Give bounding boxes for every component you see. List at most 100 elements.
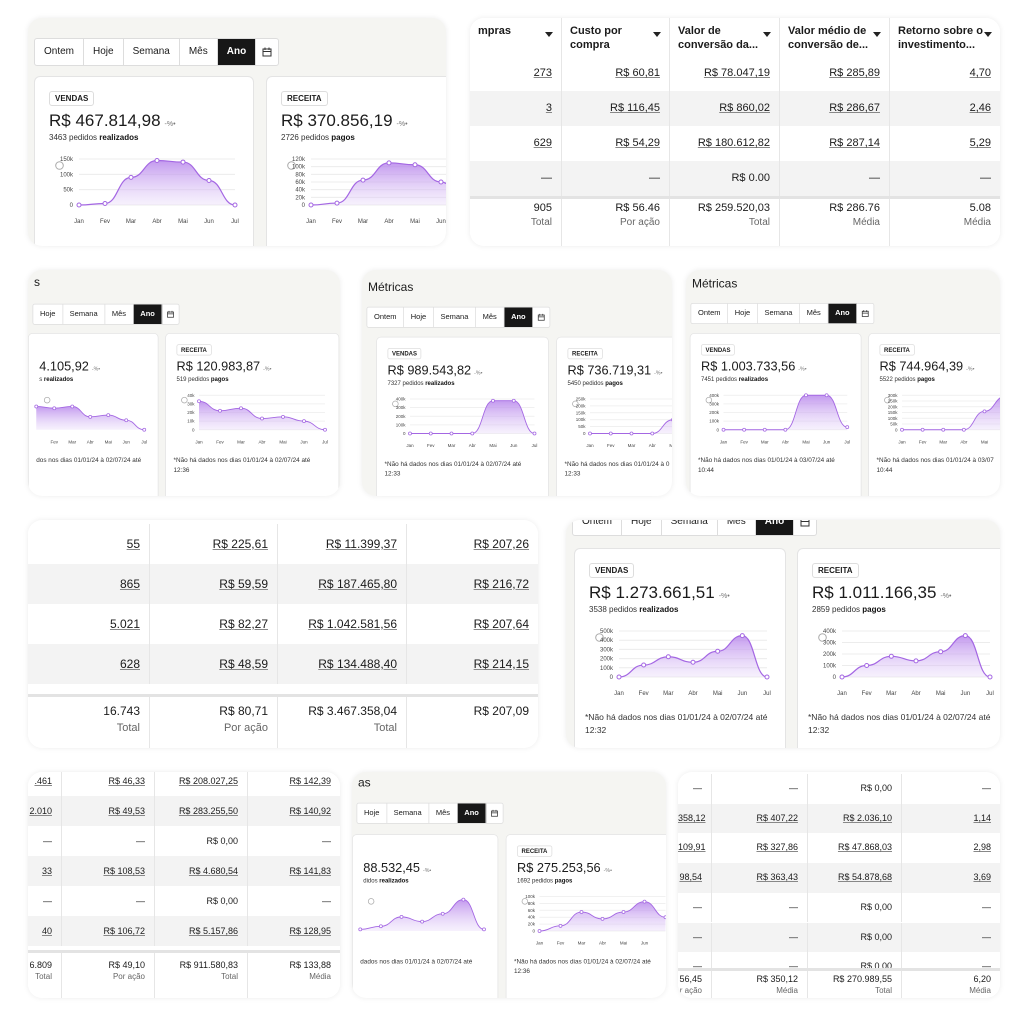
period-button[interactable]: Mês	[105, 304, 134, 324]
orders-status: pagos	[210, 375, 229, 383]
table-cell: R$ 180.612,82	[670, 126, 780, 161]
table-cell: 3	[470, 91, 562, 126]
period-button[interactable]: Hoje	[33, 304, 63, 324]
calendar-button[interactable]	[162, 305, 179, 325]
point	[920, 427, 925, 432]
header-line: conversão de...	[788, 39, 869, 51]
table-cell: R$ 108,53	[62, 856, 155, 886]
period-button[interactable]: Semana	[63, 304, 106, 324]
no-data-note: *Não há dados nos dias 01/01/24 à 02/07/…	[385, 459, 522, 479]
point	[588, 431, 592, 436]
table-cell: R$ 214,15	[407, 644, 538, 684]
period-button[interactable]: Hoje	[622, 520, 662, 535]
note-line: *Não há dados nos dias 01/01/24 à 0	[564, 459, 670, 468]
column-header[interactable]: mpras	[470, 18, 562, 56]
table-row: 865 R$ 59,59 R$ 187.465,80 R$ 216,72	[28, 564, 538, 604]
footer-note: Total	[35, 971, 52, 981]
period-button[interactable]: Ontem	[367, 307, 405, 327]
table-cell: 4,70	[890, 56, 1000, 91]
table-cell: R$ 46,33	[62, 772, 155, 796]
sales-chart: 0 100k 200k 300k 400k 500k Jan Fev Mar Abr Mai Jun J…	[600, 629, 771, 697]
period-button[interactable]: Ano	[217, 39, 257, 65]
x-tick-label: Fev	[332, 219, 342, 225]
table-cell: —	[62, 826, 155, 856]
cell-value: R$ 46,33	[108, 776, 145, 786]
footer-cell: R$ 259.520,03 Total	[670, 199, 780, 246]
calendar-button[interactable]	[794, 520, 816, 535]
y-tick-label: 100k	[600, 666, 614, 672]
calendar-icon	[262, 47, 272, 57]
amount: 4.105,92	[39, 359, 89, 374]
x-tick-label: Fev	[740, 439, 748, 444]
y-tick-label: 0	[532, 929, 535, 934]
x-tick-label: Jun	[436, 219, 446, 225]
period-button[interactable]: Ontem	[573, 520, 623, 535]
period-button[interactable]: Ano	[755, 520, 795, 535]
delta: -%•	[422, 868, 432, 874]
delta: -%•	[603, 868, 612, 874]
footer-value: R$ 80,71	[219, 704, 268, 718]
y-tick-label: 60k	[295, 180, 306, 186]
period-button[interactable]: Ano	[457, 803, 487, 823]
period-button[interactable]: Ano	[133, 304, 163, 324]
period-button[interactable]: Ano	[504, 307, 534, 327]
column-header[interactable]: Retorno sobre o investimento...	[890, 18, 1000, 56]
table-cell: R$ 0,00	[808, 774, 902, 804]
table-cell: —	[678, 774, 712, 804]
y-tick-label: 0	[70, 203, 74, 209]
sort-icon	[873, 32, 881, 37]
period-button[interactable]: Mês	[429, 803, 458, 823]
table-cell: —	[902, 923, 1000, 953]
point	[987, 674, 993, 680]
orders-status: realizados	[99, 133, 139, 142]
period-button[interactable]: Ontem	[35, 39, 85, 65]
period-button[interactable]: Mês	[180, 39, 218, 65]
point	[323, 427, 327, 432]
x-tick-label: Jan	[720, 439, 728, 444]
point	[308, 202, 314, 208]
period-button[interactable]: Hoje	[84, 39, 124, 65]
column-header[interactable]: Valor médio de conversão de...	[780, 18, 890, 56]
x-tick-label: Mar	[628, 443, 636, 448]
cell-value: R$ 128,95	[289, 926, 331, 936]
period-selector: Ontem Hoje Semana Mês Ano	[572, 520, 818, 536]
period-button[interactable]: Semana	[124, 39, 180, 65]
period-selector: Ontem Hoje Semana Mês Ano	[366, 306, 551, 328]
calendar-button[interactable]	[533, 308, 550, 328]
cell-value: R$ 134.488,40	[318, 657, 397, 671]
calendar-button[interactable]	[857, 304, 874, 324]
point	[239, 406, 243, 411]
card-label: VENDAS	[387, 348, 422, 360]
period-button[interactable]: Mês	[476, 307, 505, 327]
card-header: RECEITA	[567, 348, 603, 408]
period-button[interactable]: Hoje	[404, 307, 434, 327]
table-cell: 628	[28, 644, 150, 684]
calendar-button[interactable]	[256, 39, 278, 65]
calendar-button[interactable]	[486, 804, 503, 824]
cell-value: —	[789, 901, 798, 912]
x-tick-label: Mar	[578, 941, 586, 946]
info-icon	[287, 161, 296, 170]
column-header[interactable]: Valor de conversão da...	[670, 18, 780, 56]
point	[386, 160, 392, 166]
calendar-icon	[800, 520, 810, 527]
period-button[interactable]: Ontem	[691, 303, 729, 324]
period-button[interactable]: Hoje	[357, 803, 387, 823]
period-button[interactable]: Semana	[434, 307, 476, 327]
period-button[interactable]: Hoje	[728, 303, 758, 324]
period-button[interactable]: Ano	[828, 303, 858, 324]
table-cell: R$ 287,14	[780, 126, 890, 161]
line	[589, 419, 672, 434]
area	[199, 401, 325, 430]
column-header[interactable]: Custo por compra	[562, 18, 670, 56]
table-footer: 16.743 Total R$ 80,71 Por ação R$ 3.467.358,…	[28, 694, 538, 748]
cell-value: R$ 54,29	[615, 137, 660, 149]
period-button[interactable]: Mês	[800, 303, 829, 324]
period-button[interactable]: Semana	[662, 520, 718, 535]
period-button[interactable]: Semana	[387, 803, 430, 823]
period-button[interactable]: Semana	[758, 303, 800, 324]
point	[440, 911, 445, 916]
period-button[interactable]: Mês	[718, 520, 756, 535]
